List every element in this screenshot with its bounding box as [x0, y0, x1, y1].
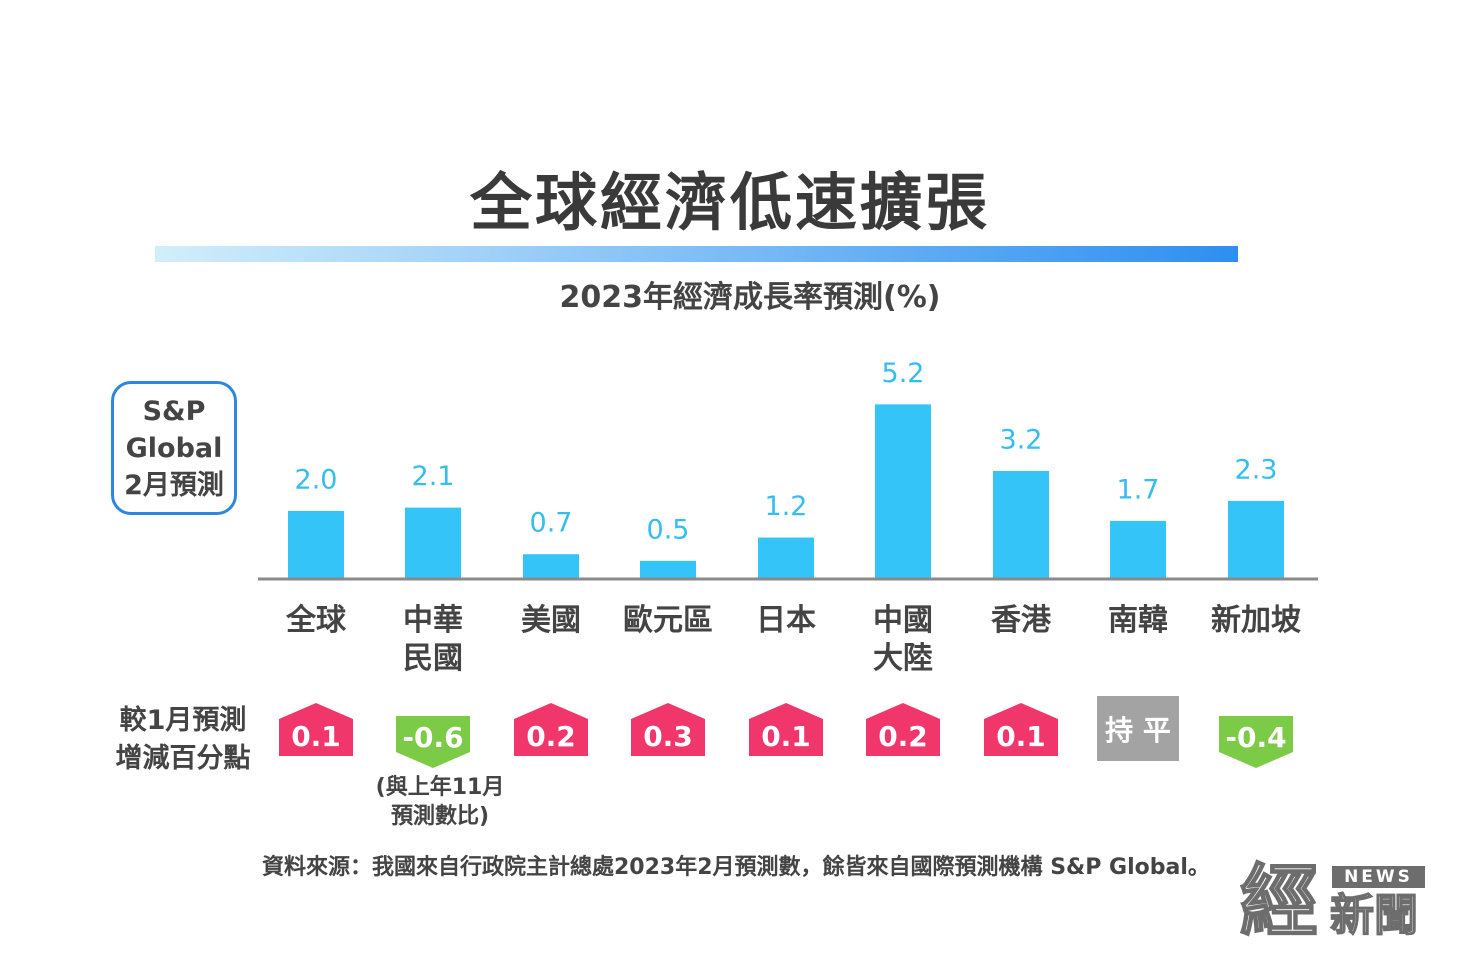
title-gradient-bar — [155, 246, 1238, 262]
bar-3 — [640, 560, 696, 578]
watermark-logo-big: 經 — [1239, 856, 1319, 947]
taiwan-note-line1: (與上年11月 — [375, 775, 505, 800]
change-badge-label-3: 0.3 — [643, 720, 693, 753]
category-label-8: 新加坡 — [1211, 603, 1301, 638]
chart-subtitle: 2023年經濟成長率預測(%) — [559, 280, 941, 315]
bar-0 — [288, 510, 344, 578]
source-text: 資料來源：我國來自行政院主計總處2023年2月預測數，餘皆來自國際預測機構 S&… — [262, 855, 1210, 880]
taiwan-note: (與上年11月 預測數比) — [360, 773, 520, 831]
source-box-line3: 2月預測 — [124, 469, 224, 501]
change-badge-label-1: -0.6 — [402, 721, 464, 754]
watermark-logo-small: 新聞 — [1329, 889, 1419, 942]
bar-6 — [993, 470, 1049, 578]
change-badge-1 — [396, 716, 470, 768]
data-label-0: 2.0 — [295, 464, 338, 495]
category-label-6: 香港 — [991, 603, 1051, 638]
bar-8 — [1228, 500, 1284, 578]
data-label-6: 3.2 — [1000, 424, 1043, 455]
change-row-label-line2: 增減百分點 — [115, 743, 251, 774]
taiwan-note-line2: 預測數比) — [390, 804, 490, 829]
watermark-news-tag: NEWS — [1332, 866, 1425, 888]
category-label-1: 中華 民國 — [403, 603, 463, 676]
data-label-3: 0.5 — [647, 514, 690, 545]
change-row-label: 較1月預測 增減百分點 — [108, 702, 258, 778]
data-label-4: 1.2 — [765, 491, 808, 522]
change-badge-label-7: 持 平 — [1105, 714, 1171, 747]
chart-title: 全球經濟低速擴張 — [469, 166, 990, 239]
bar-7 — [1110, 520, 1166, 578]
data-label-8: 2.3 — [1235, 454, 1278, 485]
bar-4 — [758, 537, 814, 578]
source-box: S&P Global 2月預測 — [111, 381, 237, 515]
category-label-7: 南韓 — [1108, 603, 1168, 638]
change-badge-3 — [631, 703, 705, 756]
change-badge-6 — [984, 703, 1058, 756]
category-label-3: 歐元區 — [623, 603, 713, 638]
change-badge-label-0: 0.1 — [291, 720, 341, 753]
bar-5 — [875, 404, 931, 578]
bar-1 — [405, 507, 461, 578]
data-label-5: 5.2 — [882, 358, 925, 389]
bar-2 — [523, 554, 579, 578]
category-label-2: 美國 — [521, 603, 581, 638]
category-label-4: 日本 — [756, 603, 816, 638]
data-label-1: 2.1 — [412, 461, 455, 492]
category-label-5: 中國 大陸 — [873, 603, 933, 676]
change-badge-7 — [1097, 696, 1179, 761]
change-badge-label-2: 0.2 — [526, 720, 576, 753]
change-badge-4 — [749, 703, 823, 756]
change-badge-label-6: 0.1 — [996, 720, 1046, 753]
change-badge-0 — [279, 703, 353, 756]
source-box-line2: Global — [125, 432, 223, 464]
change-badge-5 — [866, 703, 940, 756]
source-box-line1: S&P — [142, 395, 206, 427]
change-badge-8 — [1219, 716, 1293, 768]
change-row-label-line1: 較1月預測 — [119, 705, 247, 736]
data-label-7: 1.7 — [1117, 474, 1160, 505]
change-badge-2 — [514, 703, 588, 756]
category-label-0: 全球 — [286, 603, 346, 638]
change-badge-label-8: -0.4 — [1225, 721, 1287, 754]
data-label-2: 0.7 — [530, 508, 573, 539]
change-badge-label-4: 0.1 — [761, 720, 811, 753]
change-badge-label-5: 0.2 — [878, 720, 928, 753]
